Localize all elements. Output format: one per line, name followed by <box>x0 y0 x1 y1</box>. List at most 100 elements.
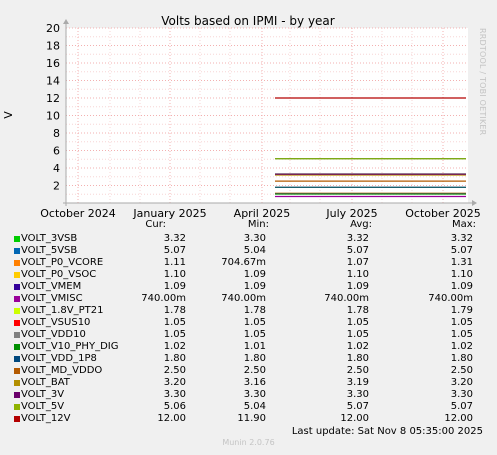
legend-swatch <box>14 260 20 266</box>
series-lines <box>275 97 466 198</box>
legend-row: VOLT_V10_PHY_DIG 1.02 1.01 1.02 1.02 <box>0 341 497 353</box>
legend-series-name: VOLT_1.8V_PT21 <box>21 305 104 316</box>
chart-title: Volts based on IPMI - by year <box>161 14 335 28</box>
y-axis-arrow <box>63 19 69 24</box>
legend-series-name: VOLT_3V <box>21 389 65 400</box>
legend-row: VOLT_BAT 3.20 3.16 3.19 3.20 <box>0 377 497 389</box>
legend-header-min: Min: <box>247 219 269 230</box>
grid <box>66 27 468 203</box>
legend-row: VOLT_VSUS10 1.05 1.05 1.05 1.05 <box>0 317 497 329</box>
last-update: Last update: Sat Nov 8 05:35:00 2025 <box>291 426 483 437</box>
legend-row: VOLT_VMEM 1.09 1.09 1.09 1.09 <box>0 281 497 293</box>
x-tick-label: July 2025 <box>325 207 377 219</box>
legend-max-value: 3.20 <box>450 377 473 388</box>
legend-cur-value: 5.06 <box>163 401 186 412</box>
y-tick-label: 20 <box>46 22 60 35</box>
legend-swatch <box>14 356 20 362</box>
legend-row: VOLT_VMISC 740.00m 740.00m 740.00m 740.00m <box>0 293 497 305</box>
legend-cur-value: 3.32 <box>163 233 186 244</box>
legend-avg-value: 3.19 <box>346 377 369 388</box>
legend-max-value: 3.30 <box>450 389 473 400</box>
legend-min-value: 1.05 <box>243 329 266 340</box>
legend-swatch <box>14 308 20 314</box>
legend-max-value: 12.00 <box>444 413 473 424</box>
legend-swatch <box>14 416 20 422</box>
legend-row: VOLT_12V 12.00 11.90 12.00 12.00 <box>0 413 497 425</box>
y-tick-label: 12 <box>46 92 60 105</box>
legend-series-name: VOLT_VSUS10 <box>21 317 91 328</box>
legend-series-name: VOLT_VDD_1P8 <box>21 353 97 364</box>
x-tick-label: October 2025 <box>405 207 481 219</box>
legend-avg-value: 1.80 <box>346 353 369 364</box>
legend-cur-value: 3.20 <box>163 377 186 388</box>
legend-row: VOLT_5V 5.06 5.04 5.07 5.07 <box>0 401 497 413</box>
legend-row: VOLT_P0_VSOC 1.10 1.09 1.10 1.10 <box>0 269 497 281</box>
legend-row: VOLT_1.8V_PT21 1.78 1.78 1.78 1.79 <box>0 305 497 317</box>
legend-cur-value: 1.05 <box>163 329 186 340</box>
legend-max-value: 5.07 <box>450 401 473 412</box>
legend-cur-value: 1.02 <box>163 341 186 352</box>
legend-swatch <box>14 332 20 338</box>
y-tick-label: 8 <box>53 127 60 140</box>
y-tick-label: 14 <box>46 75 60 88</box>
legend-row: VOLT_3V 3.30 3.30 3.30 3.30 <box>0 389 497 401</box>
legend-avg-value: 2.50 <box>346 365 369 376</box>
legend-swatch <box>14 284 20 290</box>
legend-max-value: 1.31 <box>450 257 473 268</box>
legend-avg-value: 5.07 <box>346 401 369 412</box>
legend-min-value: 1.01 <box>243 341 266 352</box>
legend-min-value: 3.30 <box>243 233 266 244</box>
legend-avg-value: 740.00m <box>324 293 369 304</box>
legend-cur-value: 12.00 <box>157 413 186 424</box>
legend-avg-value: 1.05 <box>346 317 369 328</box>
legend-cur-value: 740.00m <box>141 293 186 304</box>
legend-series-name: VOLT_3VSB <box>21 233 78 244</box>
legend-cur-value: 1.09 <box>163 281 186 292</box>
legend-swatch <box>14 320 20 326</box>
legend-row: VOLT_VDD10 1.05 1.05 1.05 1.05 <box>0 329 497 341</box>
legend-min-value: 1.09 <box>243 269 266 280</box>
legend-series-name: VOLT_5VSB <box>21 245 78 256</box>
legend-series-name: VOLT_P0_VSOC <box>21 269 97 280</box>
legend-max-value: 5.07 <box>450 245 473 256</box>
y-tick-label: 2 <box>53 180 60 193</box>
munin-version: Munin 2.0.76 <box>222 438 275 447</box>
legend-cur-value: 5.07 <box>163 245 186 256</box>
legend-series-name: VOLT_MD_VDDO <box>21 365 103 376</box>
legend-series-name: VOLT_VMEM <box>21 281 82 292</box>
y-axis-label: V <box>2 111 15 119</box>
legend-max-value: 3.32 <box>450 233 473 244</box>
y-tick-label: 10 <box>46 110 60 123</box>
legend-cur-value: 1.78 <box>163 305 186 316</box>
legend-max-value: 1.05 <box>450 329 473 340</box>
legend-row: VOLT_P0_VCORE 1.11 704.67m 1.07 1.31 <box>0 257 497 269</box>
y-tick-label: 16 <box>46 57 60 70</box>
chart: Volts based on IPMI - by year V 2 4 6 8 10 12… <box>2 14 481 219</box>
legend-min-value: 5.04 <box>243 245 266 256</box>
legend-avg-value: 12.00 <box>340 413 369 424</box>
legend-cur-value: 1.10 <box>163 269 186 280</box>
legend-max-value: 1.80 <box>450 353 473 364</box>
legend-min-value: 1.78 <box>243 305 266 316</box>
legend-row: VOLT_5VSB 5.07 5.04 5.07 5.07 <box>0 245 497 257</box>
y-tick-label: 4 <box>53 162 60 175</box>
legend-series-name: VOLT_V10_PHY_DIG <box>21 341 119 352</box>
legend-swatch <box>14 392 20 398</box>
legend-max-value: 1.10 <box>450 269 473 280</box>
legend-cur-value: 2.50 <box>163 365 186 376</box>
y-ticks: 2 4 6 8 10 12 14 16 18 20 <box>46 22 60 193</box>
legend-min-value: 1.09 <box>243 281 266 292</box>
rrdtool-watermark: RRDTOOL / TOBI OETIKER <box>478 28 487 136</box>
legend-swatch <box>14 236 20 242</box>
legend-min-value: 5.04 <box>243 401 266 412</box>
legend-header-max: Max: <box>451 219 476 230</box>
legend-avg-value: 3.30 <box>346 389 369 400</box>
legend-min-value: 3.30 <box>243 389 266 400</box>
legend-avg-value: 1.78 <box>346 305 369 316</box>
legend-min-value: 1.05 <box>243 317 266 328</box>
legend-min-value: 704.67m <box>221 257 266 268</box>
legend-min-value: 2.50 <box>243 365 266 376</box>
legend-min-value: 3.16 <box>243 377 266 388</box>
legend-swatch <box>14 380 20 386</box>
legend-min-value: 740.00m <box>221 293 266 304</box>
